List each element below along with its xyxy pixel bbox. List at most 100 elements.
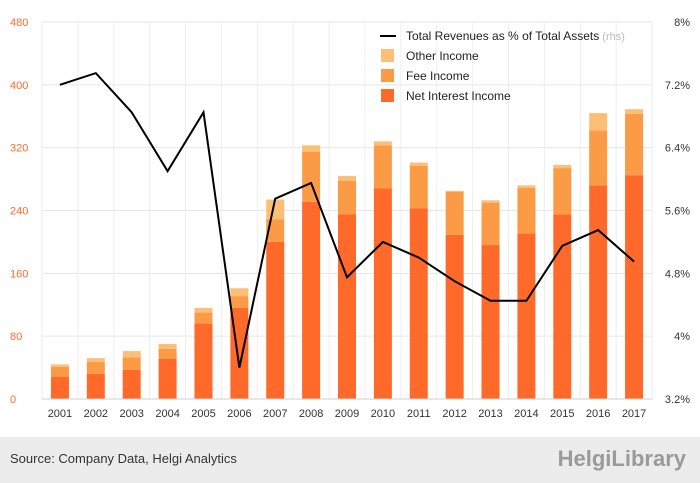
bar-other-income — [194, 307, 213, 313]
x-tick-label: 2002 — [84, 408, 108, 420]
bar-other-income — [122, 351, 141, 358]
bar-fee-income — [409, 165, 428, 209]
bar-fee-income — [158, 348, 177, 359]
y2-tick-label: 7.2% — [665, 80, 690, 92]
bar-other-income — [373, 141, 392, 146]
gridlines — [41, 21, 653, 399]
bar-other-income — [517, 185, 536, 188]
bar-other-income — [409, 162, 428, 166]
bar-net-interest-income — [589, 185, 608, 399]
bar-net-interest-income — [338, 214, 356, 399]
x-tick-label: 2013 — [478, 408, 502, 420]
y2-tick-label: 8% — [674, 17, 690, 29]
bar-fee-income — [481, 202, 500, 246]
bar-fee-income — [86, 362, 105, 374]
bar-net-interest-income — [194, 323, 213, 399]
bar-net-interest-income — [625, 175, 644, 399]
source-note: Source: Company Data, Helgi Analytics — [10, 451, 237, 466]
bar-fee-income — [445, 191, 464, 235]
x-tick-label: 2003 — [119, 408, 143, 420]
y-tick-label: 240 — [10, 206, 28, 218]
line-total-revenues-pct-assets — [59, 71, 635, 368]
x-tick-label: 2011 — [407, 408, 431, 420]
x-tick-label: 2006 — [227, 408, 251, 420]
bar-fee-income — [625, 113, 644, 176]
bar-other-income — [338, 175, 356, 181]
legend-label: Total Revenues as % of Total Assets (rhs… — [406, 29, 625, 43]
legend-note: (rhs) — [599, 31, 625, 43]
x-tick-label: 2014 — [514, 408, 538, 420]
bar-fee-income — [266, 219, 285, 242]
bar-net-interest-income — [158, 358, 177, 399]
bar-net-interest-income — [553, 214, 572, 399]
bar-fee-income — [302, 151, 321, 202]
bar-other-income — [302, 145, 321, 152]
y-tick-label: 80 — [10, 331, 22, 343]
bar-fee-income — [373, 145, 392, 189]
bar-fee-income — [230, 296, 249, 308]
legend: Total Revenues as % of Total Assets (rhs… — [380, 29, 625, 103]
bar-other-income — [553, 164, 572, 169]
y2-tick-label: 5.6% — [665, 206, 690, 218]
bar-net-interest-income — [266, 241, 285, 399]
x-tick-label: 2017 — [622, 408, 646, 420]
legend-swatch — [381, 89, 394, 102]
bar-other-income — [266, 199, 285, 220]
x-tick-label: 2005 — [191, 408, 215, 420]
bar-net-interest-income — [122, 369, 141, 399]
x-tick-label: 2001 — [48, 408, 72, 420]
bar-fee-income — [338, 180, 356, 215]
legend-label: Other Income — [406, 49, 479, 63]
bar-fee-income — [122, 357, 141, 370]
bar-net-interest-income — [409, 208, 428, 399]
x-tick-label: 2010 — [371, 408, 395, 420]
y2-tick-label: 4% — [674, 331, 690, 343]
x-axis: 2001 2002 2003 2004 2005 2006 2007 2008 2009 2010… — [42, 398, 652, 420]
bar-net-interest-income — [302, 201, 321, 399]
legend-swatch — [381, 69, 394, 82]
bar-net-interest-income — [481, 245, 500, 399]
bar-net-interest-income — [517, 233, 536, 399]
y2-tick-label: 6.4% — [665, 143, 690, 155]
footer: Source: Company Data, Helgi Analytics He… — [0, 437, 700, 483]
bar-other-income — [625, 109, 644, 114]
legend-label: Net Interest Income — [406, 89, 511, 103]
x-tick-label: 2016 — [586, 408, 610, 420]
bar-other-income — [50, 364, 69, 367]
x-tick-label: 2012 — [442, 408, 466, 420]
y-axis-left: 0 80 160 240 320 400 480 — [10, 17, 28, 406]
x-tick-label: 2004 — [155, 408, 179, 420]
y-tick-label: 0 — [10, 394, 16, 406]
y-axis-right: 3.2% 4% 4.8% 5.6% 6.4% 7.2% 8% — [665, 17, 690, 406]
bar-fee-income — [50, 366, 69, 378]
y2-tick-label: 3.2% — [665, 394, 690, 406]
bar-other-income — [445, 190, 464, 192]
y-tick-label: 320 — [10, 143, 28, 155]
bar-other-income — [230, 288, 249, 297]
bar-fee-income — [589, 130, 608, 186]
bars — [50, 109, 644, 399]
brand-logo: HelgiLibrary — [557, 446, 686, 471]
bar-other-income — [589, 113, 608, 131]
bar-fee-income — [517, 187, 536, 234]
legend-swatch — [381, 49, 394, 62]
legend-label: Fee Income — [406, 69, 470, 83]
bar-other-income — [481, 200, 500, 203]
bar-net-interest-income — [86, 373, 105, 399]
bar-net-interest-income — [50, 377, 69, 399]
bar-fee-income — [553, 168, 572, 215]
x-tick-label: 2007 — [263, 408, 287, 420]
bar-net-interest-income — [445, 234, 464, 399]
x-tick-label: 2015 — [550, 408, 574, 420]
y2-tick-label: 4.8% — [665, 268, 690, 280]
y-tick-label: 160 — [10, 268, 28, 280]
y-tick-label: 480 — [10, 17, 28, 29]
bar-other-income — [158, 344, 177, 349]
x-tick-label: 2008 — [299, 408, 323, 420]
line-series — [59, 71, 635, 368]
y-tick-label: 400 — [10, 80, 28, 92]
bar-fee-income — [194, 312, 213, 324]
bar-other-income — [86, 358, 105, 363]
bar-net-interest-income — [373, 188, 392, 399]
